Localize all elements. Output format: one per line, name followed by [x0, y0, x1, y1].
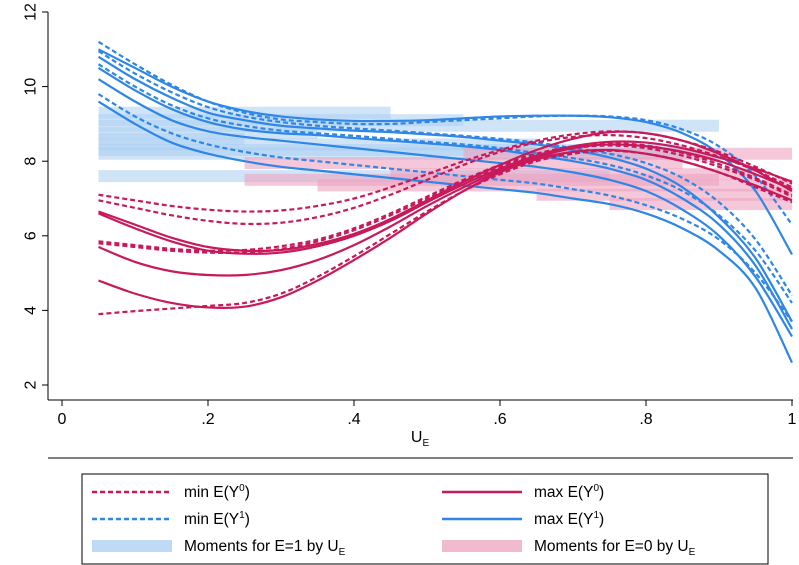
- y-tick-label: 12: [23, 3, 40, 21]
- x-tick-label: 1: [788, 411, 797, 428]
- x-tick-label: .2: [201, 411, 214, 428]
- legend-label: min E(Y0): [184, 483, 250, 501]
- x-tick-label: 0: [58, 411, 67, 428]
- legend-swatch-band: [442, 540, 522, 552]
- series-line-minY0: [98, 133, 793, 226]
- curve-lines: [97, 40, 793, 364]
- axes: [47, 12, 793, 401]
- series-line-minY0: [98, 144, 793, 255]
- x-tick-label: .4: [347, 411, 360, 428]
- y-tick-label: 6: [23, 231, 40, 240]
- moment-band-e0: [536, 188, 792, 201]
- series-line-minY0: [98, 130, 793, 213]
- legend-label: Moments for E=0 by UE: [534, 538, 696, 558]
- y-tick-label: 4: [23, 306, 40, 315]
- x-tick-label: .8: [639, 411, 652, 428]
- x-axis-title: UE: [411, 429, 430, 449]
- series-line-maxY1: [97, 78, 793, 338]
- moment-band-e0: [609, 198, 792, 211]
- y-tick-label: 8: [23, 157, 40, 166]
- legend-box: [81, 473, 769, 565]
- moment-band-e0: [244, 157, 683, 170]
- series-line-maxY1: [97, 100, 793, 364]
- series-line-minY1: [97, 40, 793, 226]
- legend-label: min E(Y1): [184, 510, 250, 528]
- x-tick-label: .6: [493, 411, 506, 428]
- y-tick-label: 10: [23, 78, 40, 96]
- y-tick-label: 2: [23, 380, 40, 389]
- legend-label: max E(Y1): [534, 510, 604, 528]
- series-line-minY1: [97, 93, 793, 323]
- series-line-minY0: [98, 149, 793, 316]
- series-line-maxY1: [97, 67, 793, 330]
- series-line-minY1: [97, 50, 793, 297]
- series-line-minY0: [98, 142, 793, 252]
- legend-label: max E(Y0): [534, 483, 604, 501]
- legend-swatch-band: [92, 540, 172, 552]
- legend-label: Moments for E=1 by UE: [184, 538, 346, 558]
- series-line-minY1: [97, 63, 793, 304]
- legend: min E(Y0) max E(Y0) min E(Y1) max E(Y1) Mome…: [92, 483, 696, 558]
